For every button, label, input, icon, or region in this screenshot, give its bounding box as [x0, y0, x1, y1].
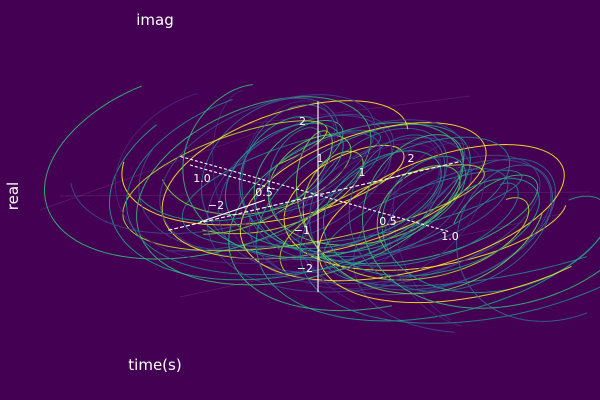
series-curve: [44, 85, 464, 312]
series-curve: [122, 120, 485, 273]
grid-line: [239, 95, 471, 126]
series-curve: [268, 127, 519, 267]
series-curve: [239, 115, 600, 294]
x-axis-line: [180, 155, 450, 233]
series-curve: [161, 100, 572, 304]
series-curve: [139, 122, 540, 277]
y-axis-line: [168, 160, 461, 231]
real-axis-back-line: [199, 199, 266, 223]
series-curve: [253, 120, 539, 265]
y-tick-label: 1: [359, 166, 366, 179]
x-tick-label: 0.5: [379, 215, 397, 228]
z-tick-label: −1: [294, 224, 310, 237]
z-tick-label: 1: [317, 152, 324, 165]
x-tick-label: 1.0: [441, 230, 459, 243]
series-curve: [70, 94, 501, 285]
axes: [168, 101, 461, 293]
series-curve: [108, 124, 600, 322]
y-axis-label: real: [4, 182, 22, 210]
series-curve: [182, 84, 600, 309]
y-tick-label: 2: [408, 152, 415, 165]
time-back-tick-label: 0.5: [255, 186, 273, 199]
series-curve: [200, 97, 556, 291]
z-tick-label: −2: [297, 262, 313, 275]
series-curve: [203, 130, 543, 295]
grid-line: [59, 191, 591, 197]
time-back-tick-label: 1.0: [193, 172, 211, 185]
series-curve: [241, 104, 588, 322]
z-axis-label: imag: [136, 11, 174, 29]
x-axis-label: time(s): [128, 356, 181, 374]
series-curve: [238, 100, 486, 327]
series-curve: [125, 99, 600, 324]
y-tick-label: −2: [208, 199, 224, 212]
time-axis-back-line: [189, 164, 279, 191]
tick-labels: 2 1 −1 −2 −2 1 2 0.5 1.0 1.0 0.5: [193, 115, 459, 275]
z-tick-label: 2: [299, 115, 306, 128]
